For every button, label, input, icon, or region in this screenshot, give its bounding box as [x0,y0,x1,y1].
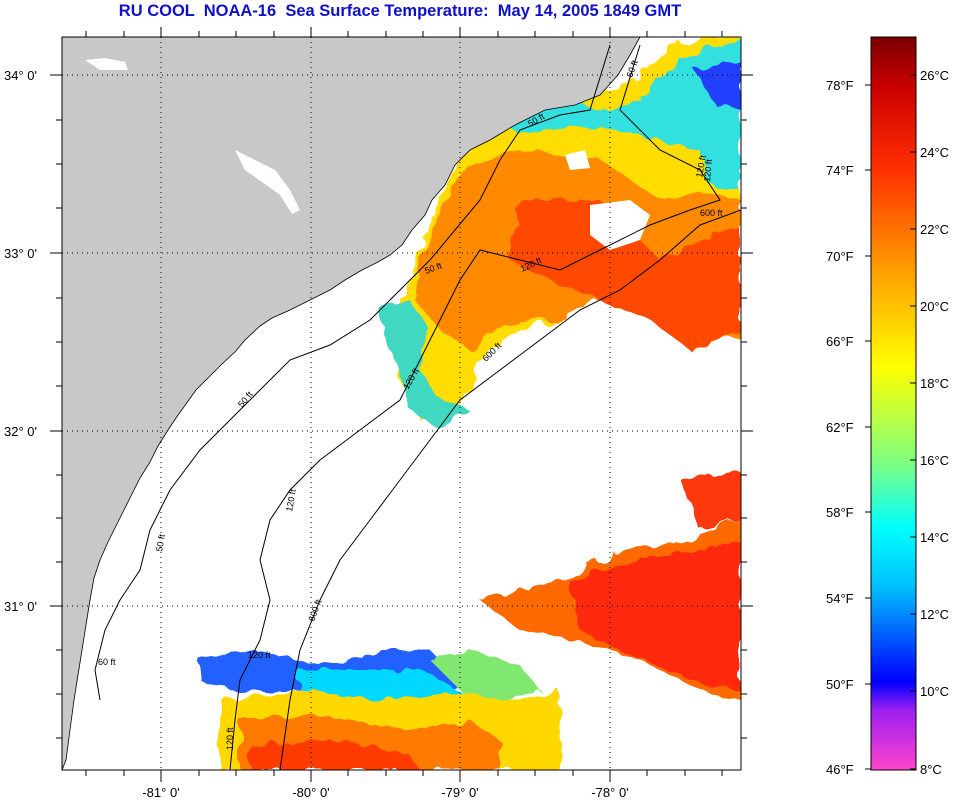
celsius-labels: 26°C 24°C 22°C 20°C 18°C 16°C 14°C 12°C … [920,68,949,777]
cb-label-f: 70°F [826,249,854,264]
fahrenheit-labels: 78°F 74°F 70°F 66°F 62°F 58°F 54°F 50°F … [826,78,854,777]
land-mass [62,37,641,770]
colorbar-gradient [870,36,917,771]
sst-patch-north-red [510,200,741,350]
cb-label-c: 18°C [920,376,949,391]
cb-label-f: 58°F [826,505,854,520]
cb-label-f: 74°F [826,163,854,178]
cb-label-c: 12°C [920,607,949,622]
cb-label-f: 50°F [826,677,854,692]
cb-label-c: 14°C [920,530,949,545]
cb-label-c: 24°C [920,145,949,160]
map-area: 60 ft 60 ft 120 ft 600 ft 50 ft 120 ft 6… [62,37,741,770]
colorbar: 78°F 74°F 70°F 66°F 62°F 58°F 54°F 50°F … [826,36,949,777]
axis-ticks [50,27,753,782]
inland-lake [85,58,128,70]
map-title: RU COOL NOAA-16 Sea Surface Temperature:… [118,2,682,20]
inland-lake [235,150,300,214]
lat-label: 31° 0' [4,599,37,614]
sst-patch-ne-blue [695,60,741,110]
longitude-labels: -81° 0' -80° 0' -79° 0' -78° 0' [142,785,628,800]
cb-label-f: 78°F [826,78,854,93]
contour-600ft [279,209,741,770]
sst-patch-coastal-cyan [380,300,470,430]
cb-label-c: 8°C [920,762,942,777]
lon-label: -78° 0' [591,785,628,800]
lon-label: -79° 0' [441,785,478,800]
cb-label-f: 54°F [826,591,854,606]
contour-120ft [229,44,721,770]
lon-label: -81° 0' [142,785,179,800]
depth-label: 60 ft [98,657,116,667]
lon-label: -80° 0' [292,785,329,800]
depth-label: 120 ft [225,727,235,750]
cb-label-f: 62°F [826,420,854,435]
lat-label: 32° 0' [4,424,37,439]
sst-patch-east-red [680,470,741,530]
latitude-labels: 34° 0' 33° 0' 32° 0' 31° 0' [4,68,37,614]
cb-label-c: 20°C [920,299,949,314]
no-data-patch [590,200,650,250]
sst-patch-south-green [430,650,540,700]
sst-patch-southeast-red [570,540,741,690]
cb-label-c: 16°C [920,453,949,468]
contour-50ft [94,44,611,701]
sst-patch-north-cyan [490,40,741,190]
lat-label: 33° 0' [4,246,37,261]
depth-label: 120 ft [248,650,271,660]
cb-label-f: 46°F [826,762,854,777]
depth-label: 120 ft [284,488,298,512]
cb-label-c: 26°C [920,68,949,83]
cb-label-f: 66°F [826,334,854,349]
graticule [62,37,741,770]
map-frame [61,36,742,771]
colorbar-ticks [865,74,916,770]
cb-label-c: 22°C [920,222,949,237]
depth-label: 120 ft [694,154,708,178]
depth-label: 120 ft [702,158,714,182]
depth-label: 600 ft [700,208,723,218]
lat-label: 34° 0' [4,68,37,83]
sst-patch-south-red [250,740,420,770]
depth-contours [94,44,741,770]
cb-label-c: 10°C [920,684,949,699]
no-data-patch [565,150,590,170]
